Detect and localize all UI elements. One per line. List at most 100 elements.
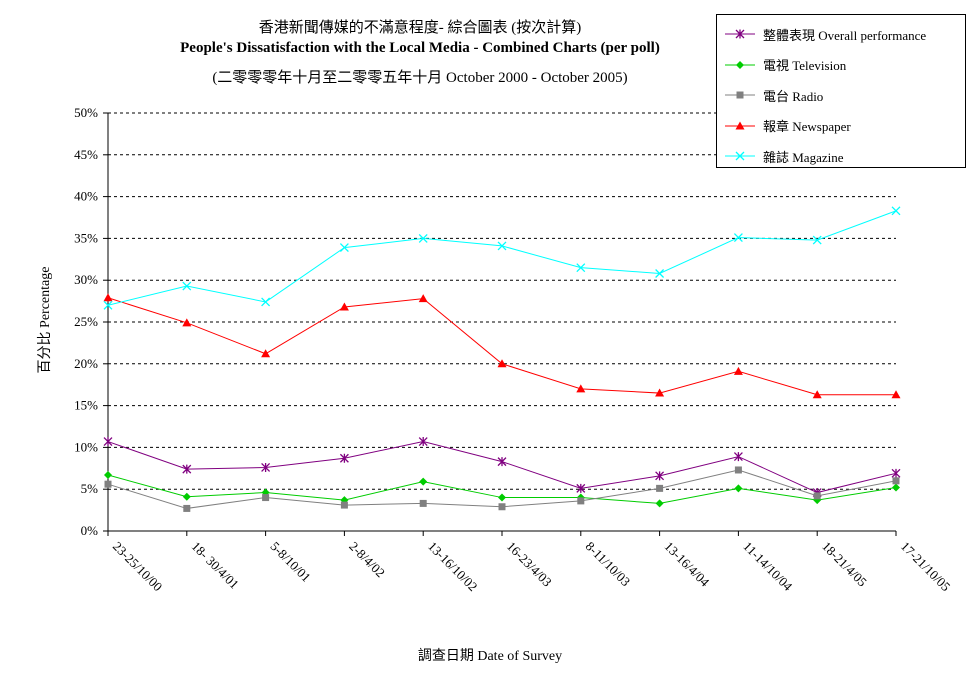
legend-swatch <box>725 91 755 99</box>
data-point <box>577 497 585 505</box>
data-point <box>655 269 665 278</box>
data-point <box>182 492 191 501</box>
x-axis-label: 調查日期 Date of Survey <box>417 649 563 664</box>
legend-item: 報章 Newspaper <box>723 116 851 136</box>
data-point <box>182 281 192 291</box>
data-point <box>103 293 113 302</box>
x-tick-label: 5-8/10/01 <box>267 539 313 585</box>
data-point <box>498 503 506 511</box>
data-point <box>419 499 427 507</box>
series-line <box>107 210 897 306</box>
series-line <box>107 469 897 509</box>
data-point <box>736 91 744 99</box>
data-point <box>103 300 113 310</box>
series <box>103 437 901 498</box>
data-point <box>339 453 349 463</box>
legend-label: 雜誌 Magazine <box>763 149 844 165</box>
data-point <box>261 349 271 358</box>
data-point <box>655 388 665 397</box>
data-point <box>576 483 586 493</box>
data-point <box>891 206 901 216</box>
chart-subtitle: People's Dissatisfaction with the Local … <box>180 40 660 56</box>
x-tick-label: 13-16/10/02 <box>425 539 481 595</box>
data-point <box>734 466 742 474</box>
data-point <box>340 501 348 509</box>
x-tick-label: 8-11/10/03 <box>583 539 634 590</box>
series-line <box>107 441 897 494</box>
data-point <box>891 468 901 478</box>
data-point <box>261 462 271 472</box>
x-tick-label: 13-16/4/04 <box>661 539 712 590</box>
data-point <box>497 359 507 368</box>
legend-item: 電台 Radio <box>723 85 823 105</box>
data-point <box>892 477 900 485</box>
legend-label: 整體表現 Overall performance <box>763 27 927 43</box>
y-axis-label: 百分比 Percentage <box>38 266 53 374</box>
legend-label: 報章 Newspaper <box>763 119 851 134</box>
data-point <box>183 504 191 512</box>
legend: 整體表現 Overall performance 電視 Television 電台 … <box>716 14 966 168</box>
series <box>103 206 901 310</box>
data-point <box>262 494 270 502</box>
y-tick-label: 20% <box>74 356 98 371</box>
data-point <box>733 452 743 462</box>
series-line <box>107 297 896 396</box>
series <box>104 466 900 512</box>
x-tick-label: 17-21/10/05 <box>898 539 954 595</box>
y-tick-label: 40% <box>74 189 98 204</box>
data-point <box>261 297 271 307</box>
data-point <box>576 263 586 273</box>
data-point <box>418 437 428 447</box>
data-point <box>812 390 822 399</box>
data-point <box>418 294 428 303</box>
legend-swatch <box>725 29 755 39</box>
data-point <box>418 233 428 243</box>
x-tick-label: 2-8/4/02 <box>346 539 388 581</box>
data-point <box>576 384 586 393</box>
data-point <box>104 470 112 479</box>
y-tick-label: 25% <box>74 314 98 329</box>
data-point <box>813 492 821 500</box>
y-tick-label: 45% <box>74 147 98 162</box>
data-point <box>497 241 507 251</box>
chart-subtitle-2: (二零零零年十月至二零零五年十月 October 2000 - October … <box>212 70 628 86</box>
legend-item: 雜誌 Magazine <box>723 146 844 166</box>
data-point <box>498 493 506 502</box>
data-point <box>735 29 745 39</box>
legend-swatch <box>725 121 755 129</box>
data-point <box>736 60 744 69</box>
data-point <box>656 484 664 492</box>
y-tick-label: 10% <box>74 439 98 454</box>
data-point <box>812 235 822 245</box>
legend-swatch <box>725 60 755 69</box>
data-point <box>182 464 192 474</box>
y-tick-label: 35% <box>74 230 98 245</box>
legend-item: 整體表現 Overall performance <box>723 24 926 44</box>
data-point <box>733 366 743 375</box>
data-point <box>339 302 349 311</box>
legend-item: 電視 Television <box>723 55 846 75</box>
data-point <box>419 477 428 486</box>
y-tick-label: 15% <box>74 398 98 413</box>
series <box>103 293 901 399</box>
data-point <box>655 499 664 508</box>
x-tick-label: 16-23/4/03 <box>504 539 555 590</box>
data-point <box>103 437 113 447</box>
data-point <box>733 233 743 243</box>
y-tick-label: 30% <box>74 272 98 287</box>
legend-label: 電視 Television <box>763 58 847 73</box>
data-point <box>734 484 743 493</box>
data-point <box>655 471 665 481</box>
data-point <box>104 480 112 488</box>
x-tick-label: 18-21/4/05 <box>819 539 870 590</box>
y-tick-label: 0% <box>81 523 99 538</box>
data-point <box>497 457 507 467</box>
data-point <box>735 121 745 129</box>
y-tick-label: 5% <box>81 481 99 496</box>
data-point <box>892 483 900 492</box>
x-tick-label: 18- 30/4/01 <box>189 539 242 592</box>
x-tick-label: 23-25/10/00 <box>110 539 166 595</box>
chart-title: 香港新聞傳媒的不滿意程度- 綜合圖表 (按次計算) <box>258 20 582 36</box>
legend-swatch <box>725 151 755 161</box>
